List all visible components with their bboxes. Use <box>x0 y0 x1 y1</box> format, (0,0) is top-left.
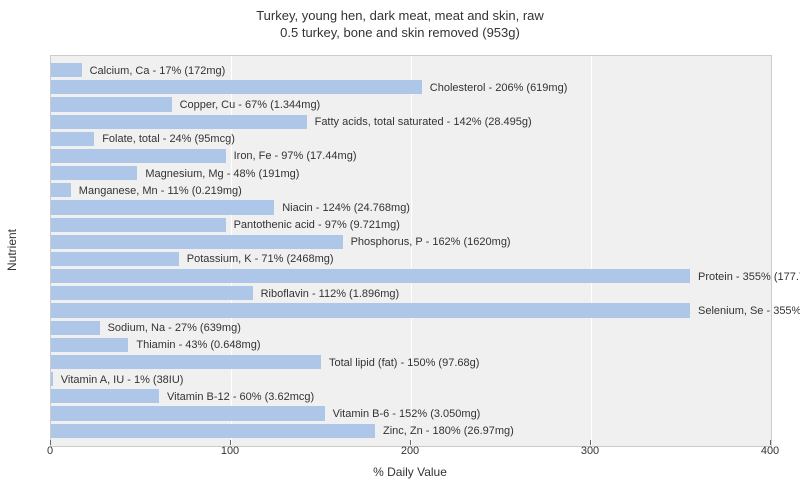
bar-label: Riboflavin - 112% (1.896mg) <box>257 285 400 302</box>
bar-label: Zinc, Zn - 180% (26.97mg) <box>379 423 514 440</box>
bar <box>51 166 137 180</box>
bar-label: Magnesium, Mg - 48% (191mg) <box>141 165 299 182</box>
bar <box>51 115 307 129</box>
bar-row: Iron, Fe - 97% (17.44mg) <box>51 148 771 165</box>
bar-row: Magnesium, Mg - 48% (191mg) <box>51 165 771 182</box>
x-tick-label: 400 <box>761 445 779 457</box>
bar-label: Sodium, Na - 27% (639mg) <box>104 320 241 337</box>
bar <box>51 218 226 232</box>
bar <box>51 355 321 369</box>
bar <box>51 338 128 352</box>
bar-row: Cholesterol - 206% (619mg) <box>51 79 771 96</box>
bar-label: Thiamin - 43% (0.648mg) <box>132 337 260 354</box>
title-line-2: 0.5 turkey, bone and skin removed (953g) <box>280 25 520 40</box>
bar-row: Folate, total - 24% (95mcg) <box>51 131 771 148</box>
bar-label: Vitamin B-6 - 152% (3.050mg) <box>329 405 481 422</box>
bar-row: Niacin - 124% (24.768mg) <box>51 199 771 216</box>
bar-label: Niacin - 124% (24.768mg) <box>278 199 410 216</box>
bar-row: Copper, Cu - 67% (1.344mg) <box>51 96 771 113</box>
bar-label: Vitamin B-12 - 60% (3.62mcg) <box>163 388 314 405</box>
bar-label: Total lipid (fat) - 150% (97.68g) <box>325 354 479 371</box>
bar-row: Protein - 355% (177.73g) <box>51 268 771 285</box>
bar <box>51 269 690 283</box>
bar <box>51 235 343 249</box>
bar <box>51 286 253 300</box>
bar-row: Vitamin A, IU - 1% (38IU) <box>51 371 771 388</box>
bar <box>51 132 94 146</box>
bar <box>51 97 172 111</box>
x-tick-label: 0 <box>47 445 53 457</box>
bar-row: Pantothenic acid - 97% (9.721mg) <box>51 217 771 234</box>
bar <box>51 406 325 420</box>
plot-area: Calcium, Ca - 17% (172mg) Cholesterol - 2… <box>50 55 772 447</box>
bar-label: Phosphorus, P - 162% (1620mg) <box>347 234 511 251</box>
nutrient-chart: Turkey, young hen, dark meat, meat and s… <box>0 0 800 500</box>
bar <box>51 424 375 438</box>
bar-label: Cholesterol - 206% (619mg) <box>426 79 568 96</box>
bar <box>51 252 179 266</box>
bar-row: Vitamin B-6 - 152% (3.050mg) <box>51 405 771 422</box>
title-line-1: Turkey, young hen, dark meat, meat and s… <box>256 8 544 23</box>
x-tick-label: 300 <box>581 445 599 457</box>
bar-row: Selenium, Se - 355% (248.7mcg) <box>51 302 771 319</box>
bar-label: Folate, total - 24% (95mcg) <box>98 131 235 148</box>
chart-title: Turkey, young hen, dark meat, meat and s… <box>0 0 800 42</box>
bar <box>51 149 226 163</box>
bar-label: Copper, Cu - 67% (1.344mg) <box>176 96 321 113</box>
bar-row: Thiamin - 43% (0.648mg) <box>51 337 771 354</box>
bar-row: Total lipid (fat) - 150% (97.68g) <box>51 354 771 371</box>
x-axis-label: % Daily Value <box>373 465 447 479</box>
bar <box>51 389 159 403</box>
x-axis: 0100200300400 % Daily Value <box>50 445 770 485</box>
bar-row: Vitamin B-12 - 60% (3.62mcg) <box>51 388 771 405</box>
bar-label: Iron, Fe - 97% (17.44mg) <box>230 148 357 165</box>
bar-label: Calcium, Ca - 17% (172mg) <box>86 62 226 79</box>
bar-row: Potassium, K - 71% (2468mg) <box>51 251 771 268</box>
bar-row: Phosphorus, P - 162% (1620mg) <box>51 234 771 251</box>
bar-row: Sodium, Na - 27% (639mg) <box>51 320 771 337</box>
bar-row: Riboflavin - 112% (1.896mg) <box>51 285 771 302</box>
bar <box>51 183 71 197</box>
bar <box>51 63 82 77</box>
bar-label: Potassium, K - 71% (2468mg) <box>183 251 334 268</box>
x-tick-label: 100 <box>221 445 239 457</box>
bar-label: Protein - 355% (177.73g) <box>694 268 800 285</box>
bar-row: Zinc, Zn - 180% (26.97mg) <box>51 423 771 440</box>
bar <box>51 303 690 317</box>
bar <box>51 372 53 386</box>
bars-container: Calcium, Ca - 17% (172mg) Cholesterol - 2… <box>51 62 771 440</box>
bar-row: Calcium, Ca - 17% (172mg) <box>51 62 771 79</box>
bar-label: Vitamin A, IU - 1% (38IU) <box>57 371 184 388</box>
bar <box>51 321 100 335</box>
bar-label: Manganese, Mn - 11% (0.219mg) <box>75 182 242 199</box>
bar-label: Pantothenic acid - 97% (9.721mg) <box>230 217 400 234</box>
bar-row: Fatty acids, total saturated - 142% (28.… <box>51 114 771 131</box>
bar <box>51 200 274 214</box>
bar-row: Manganese, Mn - 11% (0.219mg) <box>51 182 771 199</box>
x-tick-label: 200 <box>401 445 419 457</box>
bar-label: Selenium, Se - 355% (248.7mcg) <box>694 302 800 319</box>
bar <box>51 80 422 94</box>
bar-label: Fatty acids, total saturated - 142% (28.… <box>311 114 532 131</box>
y-axis-label: Nutrient <box>5 229 19 271</box>
